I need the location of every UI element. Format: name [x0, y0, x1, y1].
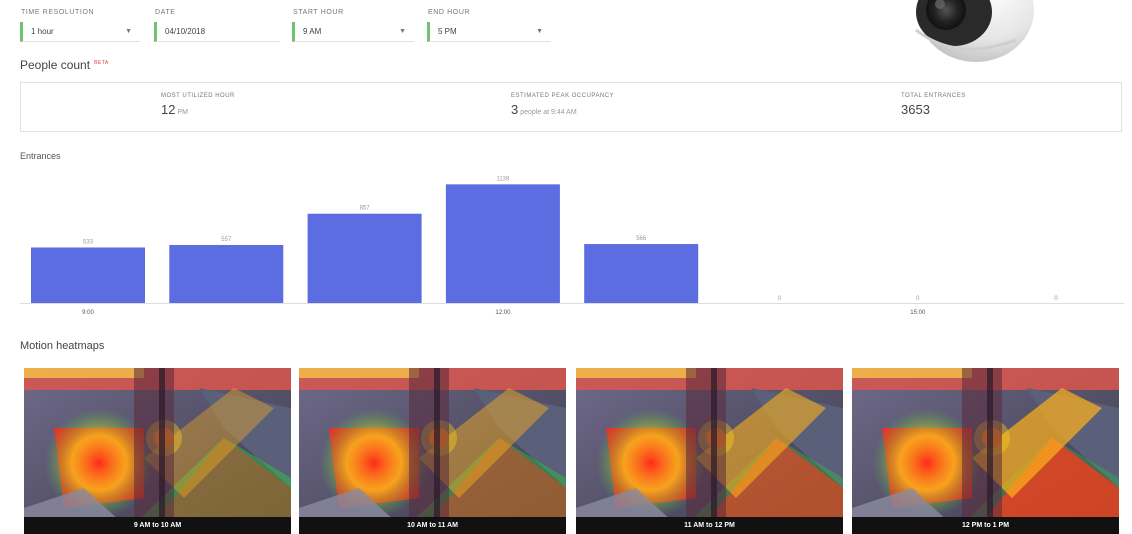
- bar-data-label: 857: [360, 206, 371, 212]
- peak-occupancy-unit: people at 9:44 AM: [520, 109, 577, 116]
- most-utilized-unit: PM: [177, 109, 188, 116]
- chart-title: Entrances: [20, 151, 61, 161]
- chevron-down-icon: ▼: [399, 28, 406, 35]
- heatmap-card[interactable]: 10 AM to 11 AM: [299, 368, 566, 534]
- beta-badge: BETA: [94, 60, 109, 66]
- chart-bar: [169, 244, 284, 303]
- bar-data-label: 557: [221, 237, 232, 243]
- start-hour-filter: START HOUR 9 AM ▼: [292, 8, 414, 42]
- end-hour-label: END HOUR: [428, 9, 471, 16]
- bar-data-label: 0: [1054, 296, 1058, 302]
- most-utilized-label: MOST UTILIZED HOUR: [161, 93, 235, 99]
- time-resolution-select[interactable]: 1 hour ▼: [20, 22, 140, 42]
- entrances-chart: 533 9:00 557 857 1139 12:00 566 0 0 15:00 0: [20, 176, 1124, 316]
- heatmap-image: [576, 368, 843, 534]
- heatmap-card[interactable]: 9 AM to 10 AM: [24, 368, 291, 534]
- people-count-title: People count BETA: [20, 58, 109, 72]
- heatmap-image: [299, 368, 566, 534]
- peak-occupancy-label: ESTIMATED PEAK OCCUPANCY: [511, 93, 615, 99]
- total-entrances-value: 3653: [901, 102, 930, 117]
- heatmap-card[interactable]: 12 PM to 1 PM: [852, 368, 1119, 534]
- heatmap-caption: 11 AM to 12 PM: [576, 517, 843, 534]
- end-hour-filter: END HOUR 5 PM ▼: [427, 8, 551, 42]
- bar-data-label: 0: [916, 296, 920, 302]
- heatmap-image: [24, 368, 291, 534]
- heatmap-caption: 10 AM to 11 AM: [299, 517, 566, 534]
- x-tick-label: 9:00: [82, 310, 94, 316]
- most-utilized-stat: MOST UTILIZED HOUR 12 PM: [161, 93, 235, 117]
- chart-bar: [307, 213, 422, 303]
- date-value: 04/10/2018: [165, 27, 206, 36]
- heatmap-caption: 9 AM to 10 AM: [24, 517, 291, 534]
- chevron-down-icon: ▼: [536, 28, 543, 35]
- start-hour-label: START HOUR: [293, 9, 344, 16]
- bar-data-label: 1139: [496, 176, 510, 182]
- people-count-summary: MOST UTILIZED HOUR 12 PM ESTIMATED PEAK O…: [20, 82, 1122, 132]
- end-hour-value: 5 PM: [438, 27, 457, 36]
- date-filter: DATE 04/10/2018: [154, 8, 280, 42]
- time-resolution-value: 1 hour: [31, 27, 54, 36]
- x-tick-label: 12:00: [495, 310, 511, 316]
- chart-bar: [584, 244, 699, 303]
- heatmap-card[interactable]: 11 AM to 12 PM: [576, 368, 843, 534]
- most-utilized-value: 12: [161, 102, 176, 117]
- bar-data-label: 533: [83, 239, 94, 245]
- total-entrances-stat: TOTAL ENTRANCES 3653: [901, 93, 966, 117]
- heatmaps-title: Motion heatmaps: [20, 340, 105, 352]
- date-label: DATE: [155, 9, 176, 16]
- start-hour-select[interactable]: 9 AM ▼: [292, 22, 414, 42]
- time-resolution-filter: TIME RESOLUTION 1 hour ▼: [20, 8, 140, 42]
- camera-image: [896, 0, 1038, 62]
- x-tick-label: 15:00: [910, 310, 926, 316]
- date-input[interactable]: 04/10/2018: [154, 22, 280, 42]
- chevron-down-icon: ▼: [125, 28, 132, 35]
- start-hour-value: 9 AM: [303, 27, 322, 36]
- heatmap-image: [852, 368, 1119, 534]
- time-resolution-label: TIME RESOLUTION: [21, 9, 95, 16]
- peak-occupancy-stat: ESTIMATED PEAK OCCUPANCY 3 people at 9:44…: [511, 93, 614, 117]
- total-entrances-label: TOTAL ENTRANCES: [901, 93, 966, 99]
- heatmap-caption: 12 PM to 1 PM: [852, 517, 1119, 534]
- end-hour-select[interactable]: 5 PM ▼: [427, 22, 551, 42]
- peak-occupancy-value-wrap: 3 people at 9:44 AM: [511, 102, 614, 117]
- bar-data-label: 566: [636, 236, 647, 242]
- people-count-heading: People count: [20, 58, 91, 72]
- peak-occupancy-value: 3: [511, 102, 519, 117]
- chart-bar: [445, 184, 560, 303]
- bar-data-label: 0: [778, 296, 782, 302]
- most-utilized-value-wrap: 12 PM: [161, 102, 235, 117]
- chart-bar: [31, 247, 145, 303]
